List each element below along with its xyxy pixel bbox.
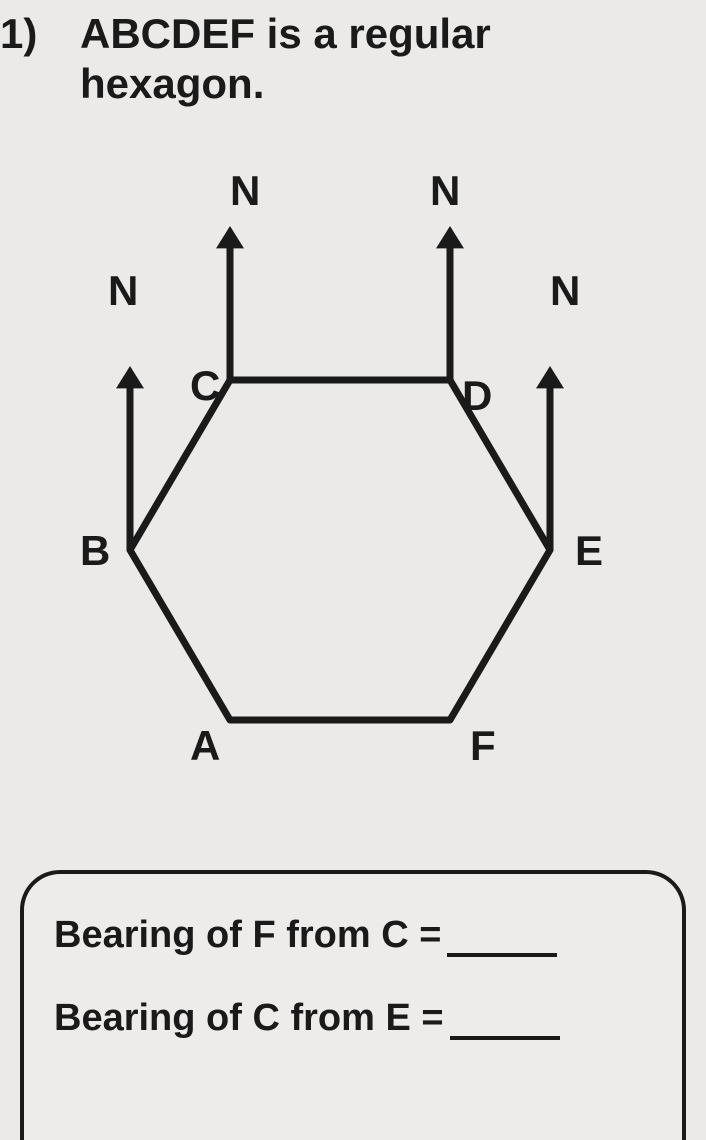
vertex-label-d: D <box>462 372 492 419</box>
hexagon-diagram: A N B N C N D N E F <box>30 150 670 810</box>
vertex-label-c: C <box>190 362 220 409</box>
north-arrow-head-d <box>436 226 464 248</box>
question-text-line1: ABCDEF is a regular <box>80 10 491 58</box>
answer1-blank[interactable] <box>447 949 557 957</box>
north-label-e: N <box>550 267 580 314</box>
north-label-d: N <box>430 167 460 214</box>
hexagon-shape <box>130 380 550 720</box>
north-arrow-head-b <box>116 366 144 388</box>
vertex-label-b: B <box>80 527 110 574</box>
answer2-blank[interactable] <box>450 1032 560 1040</box>
answer-box: Bearing of F from C = Bearing of C from … <box>20 870 686 1140</box>
answer2-label: Bearing of C from E = <box>54 997 444 1039</box>
question-number: 1) <box>0 10 37 58</box>
answer-line-2: Bearing of C from E = <box>54 997 652 1040</box>
north-arrow-head-e <box>536 366 564 388</box>
vertex-label-a: A <box>190 722 220 769</box>
answer-line-1: Bearing of F from C = <box>54 914 652 957</box>
question-text-line2: hexagon. <box>80 60 264 108</box>
vertex-label-e: E <box>575 527 603 574</box>
north-arrow-head-c <box>216 226 244 248</box>
answer1-label: Bearing of F from C = <box>54 914 441 956</box>
north-label-c: N <box>230 167 260 214</box>
vertex-label-f: F <box>470 722 496 769</box>
north-label-b: N <box>108 267 138 314</box>
